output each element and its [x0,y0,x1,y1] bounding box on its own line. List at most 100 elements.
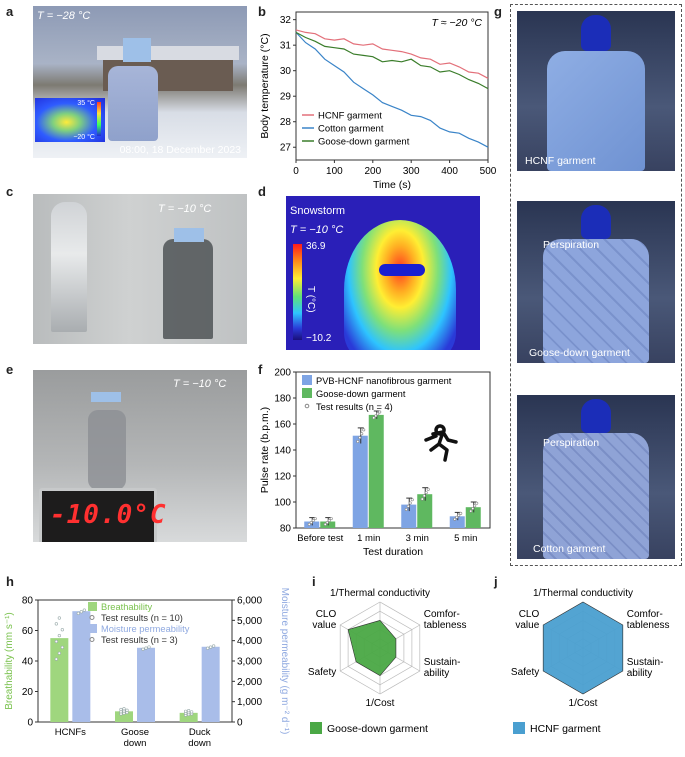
caption-perspiration: Perspiration [543,437,600,449]
legend-label: Goose-down garment [327,723,428,735]
legend-marker [89,637,95,642]
bar-moisture [137,647,155,722]
data-point [406,504,410,508]
y-tick-label-right: 4,000 [237,636,262,647]
thermal-colorbar [293,244,302,340]
legend-label: HCNF garment [530,723,601,735]
legend-swatch-0 [302,375,312,385]
data-point [309,520,313,524]
data-point [327,519,331,523]
panel-label-h: h [6,574,14,589]
photo-c-chamber: T = −10 °C [33,194,247,344]
data-point [473,504,477,508]
person-walking [88,410,126,490]
panel-label-d: d [258,184,266,199]
x-tick-label: Duck [189,727,211,738]
scale-label: T (°C) [305,286,316,313]
x-axis-label: Time (s) [373,179,411,190]
jacket [543,239,649,363]
x-axis-label: Test duration [363,546,423,558]
temp-e: T = −10 °C [173,378,227,390]
radar-axis-label: Safety [308,667,336,678]
data-point [79,610,83,614]
legend-label-2: Moisture permeability [101,624,190,634]
legend-marker [304,403,310,409]
data-point [307,522,311,526]
x-tick-label: 300 [403,166,420,177]
x-tick-label: down [124,738,147,749]
jacket [543,433,649,559]
radar-area [542,601,624,695]
bar [368,414,384,528]
y-tick-label-left: 0 [27,718,33,729]
data-point [82,608,86,612]
y-tick-label-right: 2,000 [237,677,262,688]
bar [417,494,433,528]
radar-axis-label: Comfor- [627,609,663,620]
panel-label-a: a [6,4,14,19]
y-tick-label-right: 6,000 [237,596,262,607]
radar-axis-label: Sustain- [424,657,461,668]
data-point [329,517,333,521]
legend-swatch-1 [302,388,312,398]
data-point [209,645,213,649]
bar [465,507,481,528]
data-point [360,432,364,436]
radar-axis-label: tableness [627,620,670,631]
data-point [313,517,317,521]
snowstorm-title: Snowstorm [290,205,346,217]
y-tick-label-left: 40 [22,657,34,668]
data-point [455,515,459,519]
caption-cotton: Cotton garment [533,543,606,555]
radar-axis-label: 1/Thermal conductivity [330,588,430,599]
radar-axis-label: ability [627,668,653,679]
legend-label-2: Goose-down garment [318,137,410,148]
data-point [424,491,428,495]
data-point [190,710,194,714]
y-axis-label: Body temperature (°C) [259,33,271,138]
data-point [469,509,473,513]
series-line-2 [295,31,489,90]
data-point [475,501,479,505]
y-tick-label-right: 3,000 [237,657,262,668]
data-point [471,507,475,511]
radar-axis-label: 1/Thermal conductivity [533,588,633,599]
y-tick-label: 120 [274,472,291,483]
data-point [323,522,327,526]
data-point [119,707,123,712]
chart-j-radar-hcnf: 1/Thermal conductivity Comfor-tableness Su… [511,588,670,735]
hood [581,15,611,51]
x-tick-label: 1 min [357,533,380,544]
y-axis-label-left: Breathability (mm s⁻¹) [4,612,15,710]
y-tick-label-left: 20 [22,687,34,698]
y-tick-label: 160 [274,420,291,431]
data-point [408,501,412,505]
led-readout: -10.0°C [50,500,167,530]
x-tick-label: HCNFs [55,727,86,738]
panel-label-j: j [494,574,498,589]
y-tick-label-left: 80 [22,596,34,607]
data-point [147,645,151,649]
radar-axis-label: value [312,620,336,631]
data-point [144,646,148,650]
x-tick-label: 200 [364,166,381,177]
y-tick-label: 80 [280,524,292,535]
legend-label-0: PVB-HCNF nanofibrous garment [316,376,452,386]
x-tick-label: 0 [293,166,299,177]
scale-max: 36.9 [306,241,326,252]
plot-frame [295,11,489,161]
x-tick-label: 100 [326,166,343,177]
legend-label-0: Breathability [101,602,153,612]
y-tick-label-right: 5,000 [237,616,262,627]
legend-swatch-2 [88,624,97,633]
data-point [141,647,145,651]
bar-breathability [50,638,69,722]
data-point [422,494,426,498]
mannequin [51,202,87,332]
legend-marker [89,615,95,620]
data-point [311,519,315,523]
panel-label-b: b [258,4,266,19]
data-point [376,412,380,416]
face-blur [174,228,204,242]
data-point [57,634,61,638]
